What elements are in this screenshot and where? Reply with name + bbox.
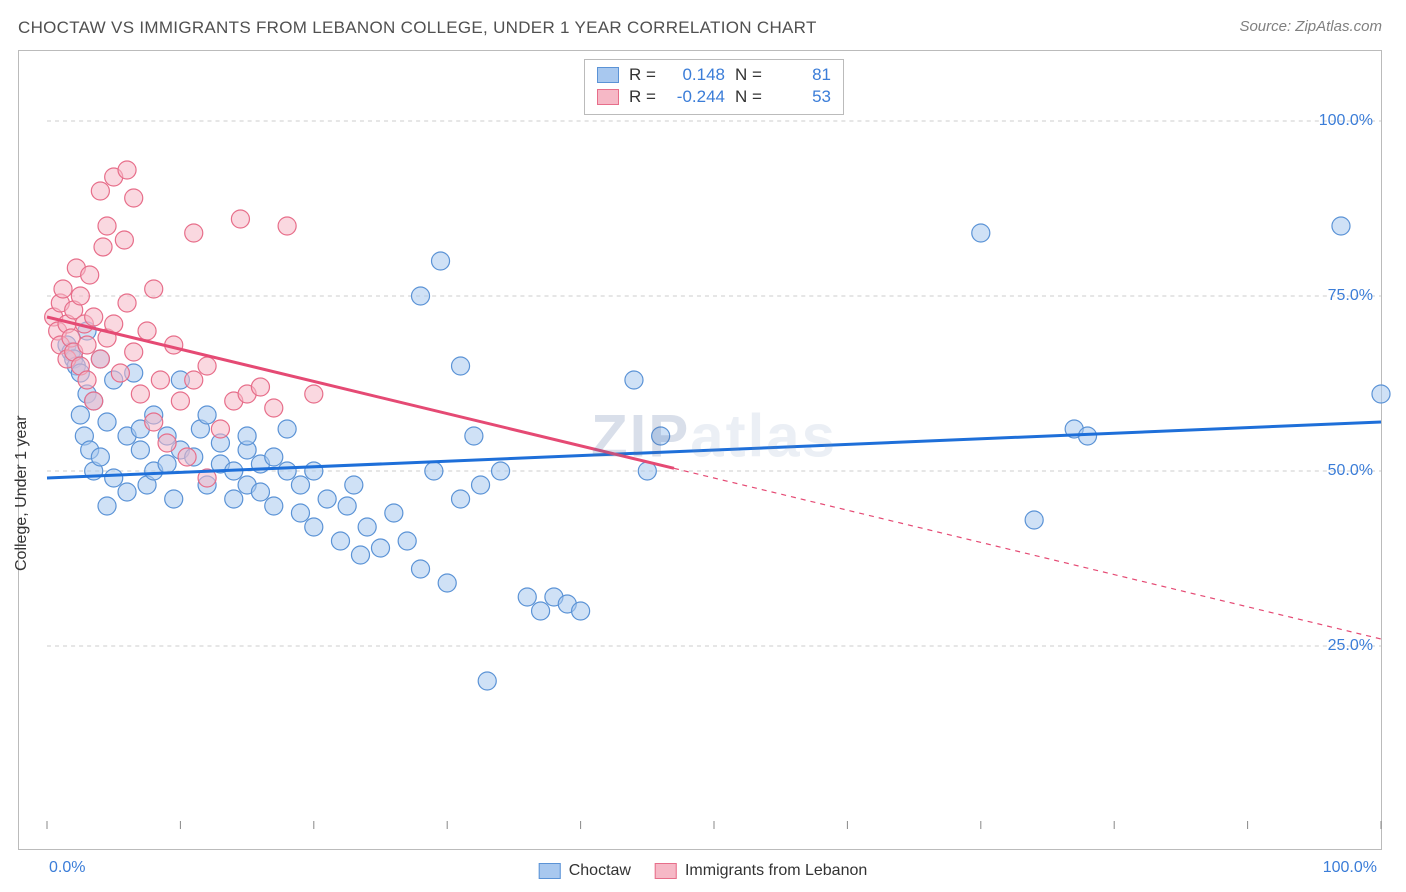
n-value: 53 [775,87,831,107]
r-label: R = [629,87,659,107]
x-axis-max: 100.0% [1323,859,1377,877]
legend-item-lebanon: Immigrants from Lebanon [655,862,867,880]
y-tick-label: 100.0% [1319,112,1373,130]
y-tick-label: 75.0% [1328,287,1373,305]
r-value: -0.244 [669,87,725,107]
y-tick-label: 50.0% [1328,462,1373,480]
swatch-lebanon [655,863,677,879]
n-label: N = [735,87,765,107]
legend: Choctaw Immigrants from Lebanon [539,862,868,880]
swatch-lebanon [597,89,619,105]
legend-item-choctaw: Choctaw [539,862,631,880]
n-label: N = [735,65,765,85]
swatch-choctaw [539,863,561,879]
chart-title: CHOCTAW VS IMMIGRANTS FROM LEBANON COLLE… [18,18,817,38]
swatch-choctaw [597,67,619,83]
legend-label: Immigrants from Lebanon [685,862,867,880]
plot-area: ZIPatlas R = 0.148 N = 81 R = -0.244 N =… [47,51,1381,821]
source-attribution: Source: ZipAtlas.com [1239,18,1382,35]
plot-svg [47,51,1381,821]
x-axis-min: 0.0% [49,859,85,877]
legend-label: Choctaw [569,862,631,880]
r-label: R = [629,65,659,85]
stats-row: R = 0.148 N = 81 [597,64,831,86]
stats-row: R = -0.244 N = 53 [597,86,831,108]
y-axis-label: College, Under 1 year [13,415,31,571]
y-tick-label: 25.0% [1328,637,1373,655]
n-value: 81 [775,65,831,85]
stats-legend-box: R = 0.148 N = 81 R = -0.244 N = 53 [584,59,844,115]
r-value: 0.148 [669,65,725,85]
chart-container: College, Under 1 year ZIPatlas R = 0.148… [18,50,1382,850]
